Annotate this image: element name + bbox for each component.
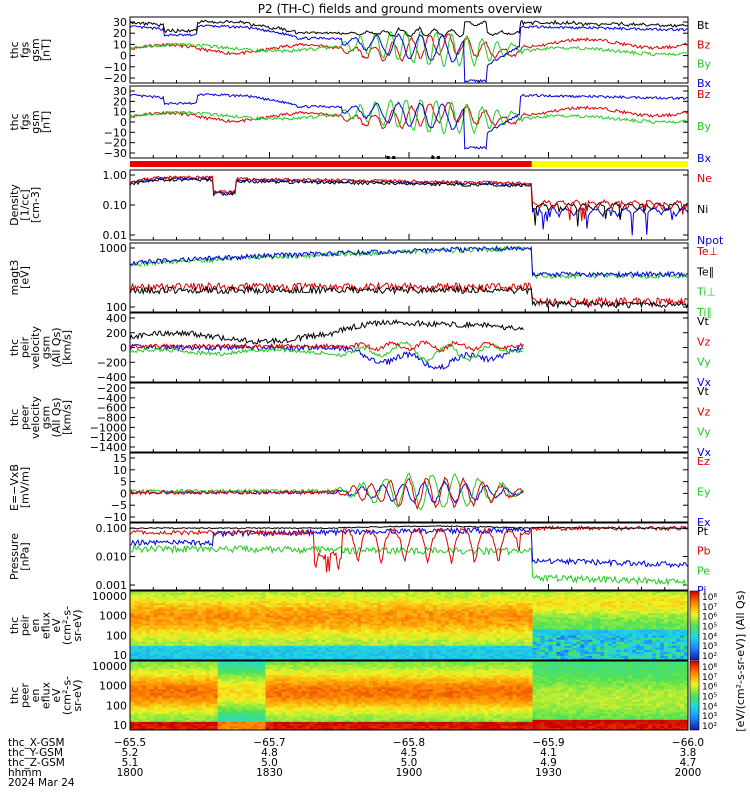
series-bz-line [130,103,688,129]
panel-1-legend-By: By [697,58,712,71]
panel-3-ylabel-line: [cm-3] [29,187,42,223]
panel-8-ylabel: Pressure[nPa] [8,533,32,580]
panel-3-ylabel: Density[1/cc][cm-3] [8,184,42,226]
series-vt-line [130,320,523,344]
panel-5-ytick-label: 400 [106,312,127,325]
panel-6-legend-Vz: Vz [697,405,711,418]
panel-9-ylabel-line: sr-eV) [71,609,84,641]
panel-2-legend-By: By [697,120,712,133]
panel-9-ytick-label: 10000 [92,590,127,603]
panel-1-legend-Bz: Bz [697,38,711,51]
panel-4-legend-Te∥: Te∥ [696,265,714,278]
series-te-par-line [130,287,688,308]
series-bz-line [130,34,688,61]
panel-4-ylabel-line: [eV] [19,266,32,289]
panel-8-legend-Pe: Pe [697,564,710,577]
panel-5-legend-Vt: Vt [697,315,710,328]
mode-bar-marker [431,156,434,159]
figure-title: P2 (TH-C) fields and ground moments over… [258,2,543,16]
panel-8-ytick-label: 0.100 [96,522,128,535]
panel-6-legend-Vy: Vy [697,426,711,439]
panel-8-legend-Pt: Pt [697,525,709,538]
panel-3-ytick-label: 1.00 [103,169,128,182]
mode-bar-marker [437,156,440,159]
series-by-line [130,100,688,133]
panel-8-ytick-label: 0.010 [96,551,128,564]
series-bx-line [130,25,688,82]
mode-bar-marker [387,156,390,159]
panel-5-ytick-label: 200 [106,327,127,340]
panel-7-legend-Ez: Ez [697,455,710,468]
panel-1-legend-Bt: Bt [697,19,710,32]
panel-10-ytick-label: 1000 [99,680,127,693]
panel-6-ylabel-line: [km/s] [61,400,74,435]
panel-6-legend-Vt: Vt [697,385,710,398]
panel-3-ytick-label: 0.01 [103,229,128,242]
panel-4-ylabel: magt3[eV] [8,260,32,296]
panel-10-ytick-label: 100 [106,699,127,712]
mode-bar-fast [130,161,532,167]
series-te-perp-line [130,283,688,306]
panel-4-ytick-label: 1000 [99,242,127,255]
panel-7-frame [130,453,688,522]
panel-2-ylabel-line: [nT] [40,111,53,133]
series-ni-line [130,178,688,226]
panel-4-legend-Te⊥: Te⊥ [696,245,718,258]
panel-9-ytick-label: 100 [106,629,127,642]
panel-5-ytick-label: 0 [120,342,127,355]
ion-spectrogram [130,591,689,661]
panel-3-legend-Ni: Ni [697,203,708,216]
panel-7-ylabel: E=−VxB[mV/m] [8,464,32,511]
panel-1-ylabel-line: [nT] [40,39,53,61]
panel-2-legend-Bz: Bz [697,88,711,101]
panel-1-ytick-label: −20 [104,72,127,85]
panel-8-ylabel-line: [nPa] [19,542,32,570]
panel-5-ytick-label: −200 [97,356,127,369]
panel-5-ylabel-line: [km/s] [61,330,74,365]
panel-3-legend-Ne: Ne [697,172,712,185]
panel-7-ylabel-line: [mV/m] [19,467,32,508]
mode-bar-slow [532,161,688,167]
panel-3-frame [130,170,688,240]
panel-5-legend-Vz: Vz [697,335,711,348]
panel-3-ytick-label: 0.10 [103,199,128,212]
panel-2-legend-Bx: Bx [697,152,712,165]
panel-2-ytick-label: −30 [104,147,127,160]
panel-10-ytick-label: 10000 [92,660,127,673]
panel-5-legend-Vy: Vy [697,356,711,369]
panel-7-legend-Ey: Ey [697,486,711,499]
panel-10-ylabel-line: sr-eV) [71,679,84,711]
series-pe-line [130,546,688,586]
panel-10-ytick-label: 10 [113,719,127,732]
panel-6-frame [130,383,688,452]
series-vz-line [130,341,523,351]
series-ti-perp-line [130,247,688,277]
series-bx-line [130,94,688,149]
panel-9-ytick-label: 1000 [99,610,127,623]
panel-8-legend-Pb: Pb [697,545,711,558]
series-by-line [130,32,688,66]
mode-bar-marker [392,156,395,159]
panel-4-legend-Ti⊥: Ti⊥ [696,286,716,299]
